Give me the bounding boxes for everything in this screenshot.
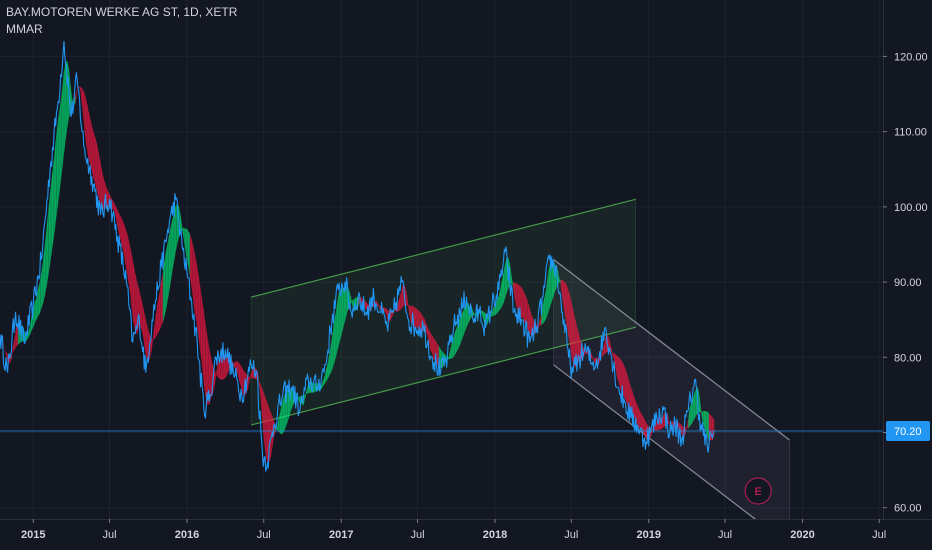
time-axis-label: 2020 [790, 529, 814, 541]
time-axis-label: 2019 [637, 529, 661, 541]
time-axis-label: 2015 [21, 529, 45, 541]
time-axis-label: 2018 [483, 529, 507, 541]
time-axis-label: Jul [564, 529, 578, 541]
channel-falling-fill [553, 259, 790, 546]
ribbon-segment-down [151, 337, 154, 352]
price-axis-label: 100.00 [894, 202, 928, 214]
price-axis-label: 120.00 [894, 51, 928, 63]
time-axis-label: Jul [103, 529, 117, 541]
last-price-tag [886, 420, 930, 441]
time-axis-label: Jul [718, 529, 732, 541]
price-axis-label: 60.00 [894, 503, 922, 515]
time-axis-background [0, 519, 932, 550]
chart-legend: BAY.MOTOREN WERKE AG ST, 1D, XETR MMAR [6, 4, 237, 38]
time-axis[interactable]: 2015 Jul 2016 Jul 2017 Jul 2018 Jul 2019 Jul 2020 J… [0, 519, 932, 550]
price-axis-background [883, 0, 932, 550]
time-axis-label: 2016 [175, 529, 199, 541]
earnings-marker[interactable]: E [744, 477, 772, 505]
price-line [0, 40, 715, 472]
price-series [0, 40, 715, 472]
channel-rising-upper [250, 198, 636, 298]
price-axis-label: 90.00 [894, 277, 922, 289]
earnings-label[interactable]: E [754, 486, 761, 498]
channel-falling-lower [553, 364, 790, 546]
price-axis[interactable]: 60.0070.0080.0090.00100.00110.00120.0070… [883, 0, 932, 550]
earnings-icon [744, 477, 772, 505]
price-axis-label: 80.00 [894, 352, 922, 364]
price-axis-label: 110.00 [894, 127, 927, 139]
time-axis-label: Jul [872, 529, 886, 541]
trend-channels [250, 198, 790, 546]
ribbon-segment-down [3, 343, 6, 351]
time-axis-label: 2017 [329, 529, 353, 541]
channel-rising-fill [251, 199, 636, 425]
indicator-label[interactable]: MMAR [6, 22, 43, 36]
ribbon-segment-down [214, 370, 217, 387]
channel-falling-upper [553, 259, 790, 441]
time-axis-label: Jul [410, 529, 424, 541]
symbol-title[interactable]: BAY.MOTOREN WERKE AG ST, 1D, XETR [6, 5, 238, 19]
time-axis-label: Jul [257, 529, 271, 541]
chart-grid [0, 0, 883, 519]
last-price-tag-label: 70.20 [894, 426, 922, 438]
ribbon-segment-down [75, 90, 78, 103]
